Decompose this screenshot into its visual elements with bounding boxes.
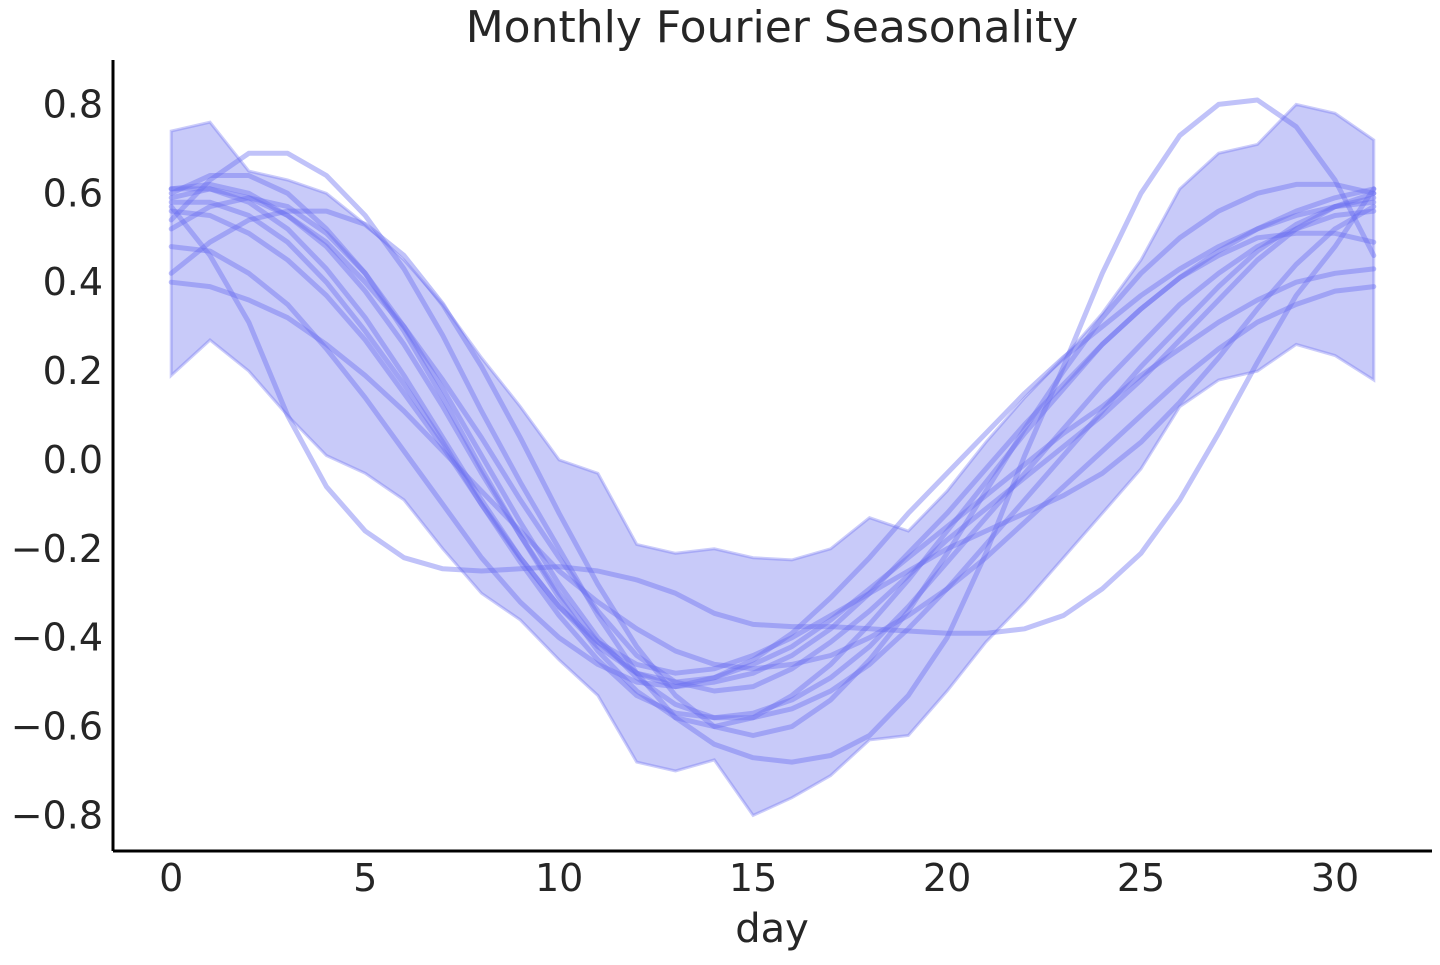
x-tick-label: 25 xyxy=(1117,856,1165,900)
series-line-11 xyxy=(168,204,1377,676)
y-tick-label: −0.2 xyxy=(11,527,103,571)
series-line-3 xyxy=(168,181,1377,690)
y-tick-label: 0.0 xyxy=(43,438,103,482)
axes-layer: 0 5 10 15 20 25 30 0.8 0.6 0.4 0.2 0.0 −0.2 −0.4 −0.6 −… xyxy=(11,60,1432,900)
series-line-10 xyxy=(168,186,1377,694)
y-tick-label: −0.6 xyxy=(11,705,103,749)
y-tick-label: 0.8 xyxy=(43,82,103,126)
x-tick-label: 15 xyxy=(729,856,777,900)
x-axis-label: day xyxy=(735,906,809,952)
y-tick-label: 0.4 xyxy=(43,260,103,304)
series-line-4 xyxy=(168,199,1377,721)
series-line-9 xyxy=(168,186,1377,685)
series-line-6 xyxy=(168,244,1377,690)
series-line-12 xyxy=(168,195,1377,721)
x-tick-label: 5 xyxy=(353,856,377,900)
y-tick-label: 0.6 xyxy=(43,171,103,215)
uncertainty-band xyxy=(169,102,1376,818)
y-tick-label: 0.2 xyxy=(43,349,103,393)
y-tick-label: −0.4 xyxy=(11,616,103,660)
series-line-8 xyxy=(168,181,1377,738)
x-tick-label: 20 xyxy=(923,856,971,900)
x-tick-label: 0 xyxy=(159,856,183,900)
series-line-1 xyxy=(168,186,1377,636)
y-tick-label: −0.8 xyxy=(11,793,103,837)
plot-layer xyxy=(168,97,1377,818)
chart-title: Monthly Fourier Seasonality xyxy=(466,2,1079,53)
x-tick-label: 10 xyxy=(535,856,583,900)
series-line-7 xyxy=(168,279,1377,672)
series-line-2 xyxy=(168,97,1377,765)
x-tick-label: 30 xyxy=(1311,856,1359,900)
series-line-5 xyxy=(168,173,1377,730)
